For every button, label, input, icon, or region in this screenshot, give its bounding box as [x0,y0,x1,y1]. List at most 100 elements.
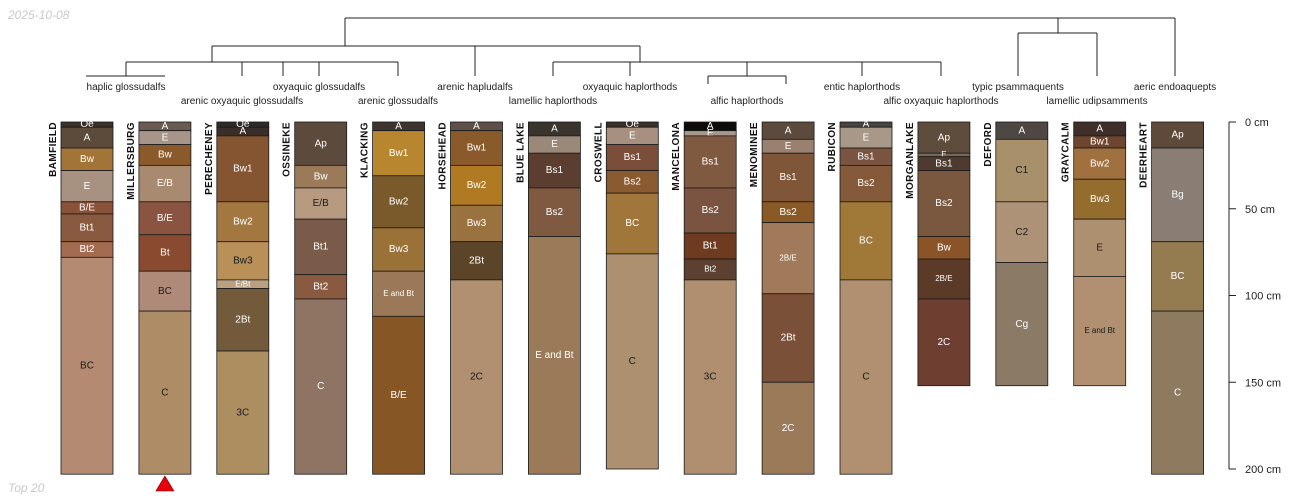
horizon-label: Bw2 [467,180,487,191]
horizon-block [605,253,659,470]
horizon-label: Bs2 [857,178,875,189]
horizon-label: B/E [79,203,95,214]
horizon-block [683,135,737,189]
horizon-label: Bs2 [546,207,564,218]
horizon-label: C [862,372,869,383]
taxonomy-label: arenic hapludalfs [437,82,513,93]
horizon-label: E/Bt [235,279,251,288]
profile-name: KLACKING [360,122,371,178]
horizon-label: 2Bt [469,255,484,266]
horizon-label: Bw3 [233,255,253,266]
horizon-block [450,279,503,475]
horizon-label: Bt2 [79,244,94,255]
horizon-block [138,310,192,475]
horizon-label: Bw1 [389,148,409,159]
soil-profile: AE Bw E/B B/E Bt BC C MILLERSBURG [126,121,192,475]
horizon-label: Bw3 [467,218,487,229]
taxonomy-label: lamellic udipsamments [1046,96,1147,107]
horizon-block [1073,178,1127,220]
profile-name: BLUE LAKE [515,122,526,183]
profile-name: DEERHEART [1139,122,1150,188]
horizon-block [683,232,737,260]
axis-tick-label: 150 cm [1245,377,1281,389]
horizon-label: Oe [626,119,640,130]
horizon-label: Bw1 [1090,137,1110,148]
horizon-label: Bs1 [546,165,564,176]
taxonomy-label: oxyaquic glossudalfs [273,82,365,93]
horizon-label: E [84,181,91,192]
horizon-label: E [941,150,946,159]
soil-profile: A Bw1 Bw2 Bw3 E and Bt B/E KLACKING [360,121,426,475]
horizon-block [294,218,348,276]
taxonomy-label: entic haplorthods [824,82,900,93]
horizon-label: Bw2 [389,196,409,207]
horizon-block [216,201,270,243]
horizon-label: Bs1 [857,151,875,162]
soil-profile: OeA Bw1 Bw2 Bw3 E/Bt 2Bt 3C PERECHENEY [204,119,270,475]
horizon-label: A [395,121,402,132]
profile-name: MANCELONA [671,122,682,191]
horizon-label: Bs2 [702,205,720,216]
highlight-marker-icon [155,475,175,492]
dendrogram-branch [86,17,1176,84]
horizon-label: C [317,381,324,392]
horizon-block [839,279,893,475]
horizon-block [528,187,581,237]
horizon-label: E and Bt [383,289,414,298]
horizon-label: C [1174,387,1181,398]
horizon-label: Bw2 [233,216,253,227]
horizon-block [528,152,581,189]
horizon-block [138,164,192,203]
horizon-label: Cg [1015,319,1028,330]
profile-name: CROSWELL [593,122,604,182]
horizon-label: Bw3 [389,244,409,255]
horizon-label: E [863,132,870,143]
horizon-label: A [473,121,480,132]
taxonomy-label: alfic haplorthods [711,96,784,107]
horizon-label: Bw [314,171,329,182]
horizon-label: Bt [160,248,170,259]
horizon-block [1151,310,1204,475]
horizon-label: 2C [470,372,483,383]
horizon-block [605,192,659,255]
axis-tick-label: 0 cm [1245,117,1269,129]
taxonomy-label: lamellic haplorthods [509,96,597,107]
axis-tick-label: 100 cm [1245,291,1281,303]
soil-profile: OeE Bs1 Bs2 BC C CROSWELL [593,119,659,470]
horizon-block [1151,147,1204,243]
horizon-block [995,262,1049,387]
marker-layer [155,475,175,492]
horizon-block [528,236,581,475]
horizon-label: E [707,128,714,139]
horizon-label: A [1018,125,1025,136]
horizon-label: Bt1 [703,241,718,252]
horizon-label: Bg [1171,190,1183,201]
horizon-label: Bt2 [313,281,328,292]
horizon-label: Ap [1171,130,1184,141]
horizon-label: 2B/E [779,253,796,262]
dendrogram [86,17,1176,84]
taxonomy-labels: haplic glossudalfs arenic oxyaquic glossu… [87,82,1217,107]
horizon-label: 2C [938,337,951,348]
horizon-block [372,315,426,475]
taxonomy-label: arenic glossudalfs [358,96,438,107]
axis-tick-label: 50 cm [1245,204,1275,216]
profile-name: MILLERSBURG [126,122,137,200]
horizon-block [683,279,737,475]
taxonomy-label: alfic oxyaquic haplorthods [883,96,998,107]
horizon-label: B/E [391,390,407,401]
horizon-block [839,164,893,203]
horizon-block [372,270,426,317]
horizon-label: Bs1 [624,152,642,163]
soil-profile: AE Bs1 Bs2 Bt1 Bt2 3C MANCELONA [671,121,737,475]
horizon-label: Bw [937,242,952,253]
horizon-label: 3C [236,407,249,418]
horizon-label: C2 [1015,227,1028,238]
horizon-block [839,201,893,281]
horizon-label: A [863,119,870,130]
horizon-label: Bw2 [1090,158,1110,169]
profile-name: GRAYCALM [1061,122,1072,182]
horizon-block [138,234,192,272]
soil-profile: A Bw1 Bw2 Bw3 2Bt 2C HORSEHEAD [438,121,503,475]
